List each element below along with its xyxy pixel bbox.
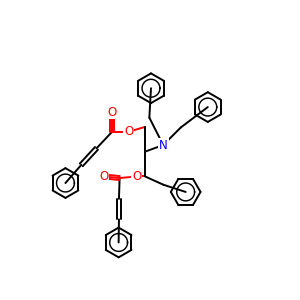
Text: N: N	[159, 139, 168, 152]
Text: O: O	[99, 170, 108, 183]
Text: O: O	[107, 106, 117, 118]
Text: O: O	[124, 125, 133, 138]
Text: O: O	[132, 170, 141, 183]
